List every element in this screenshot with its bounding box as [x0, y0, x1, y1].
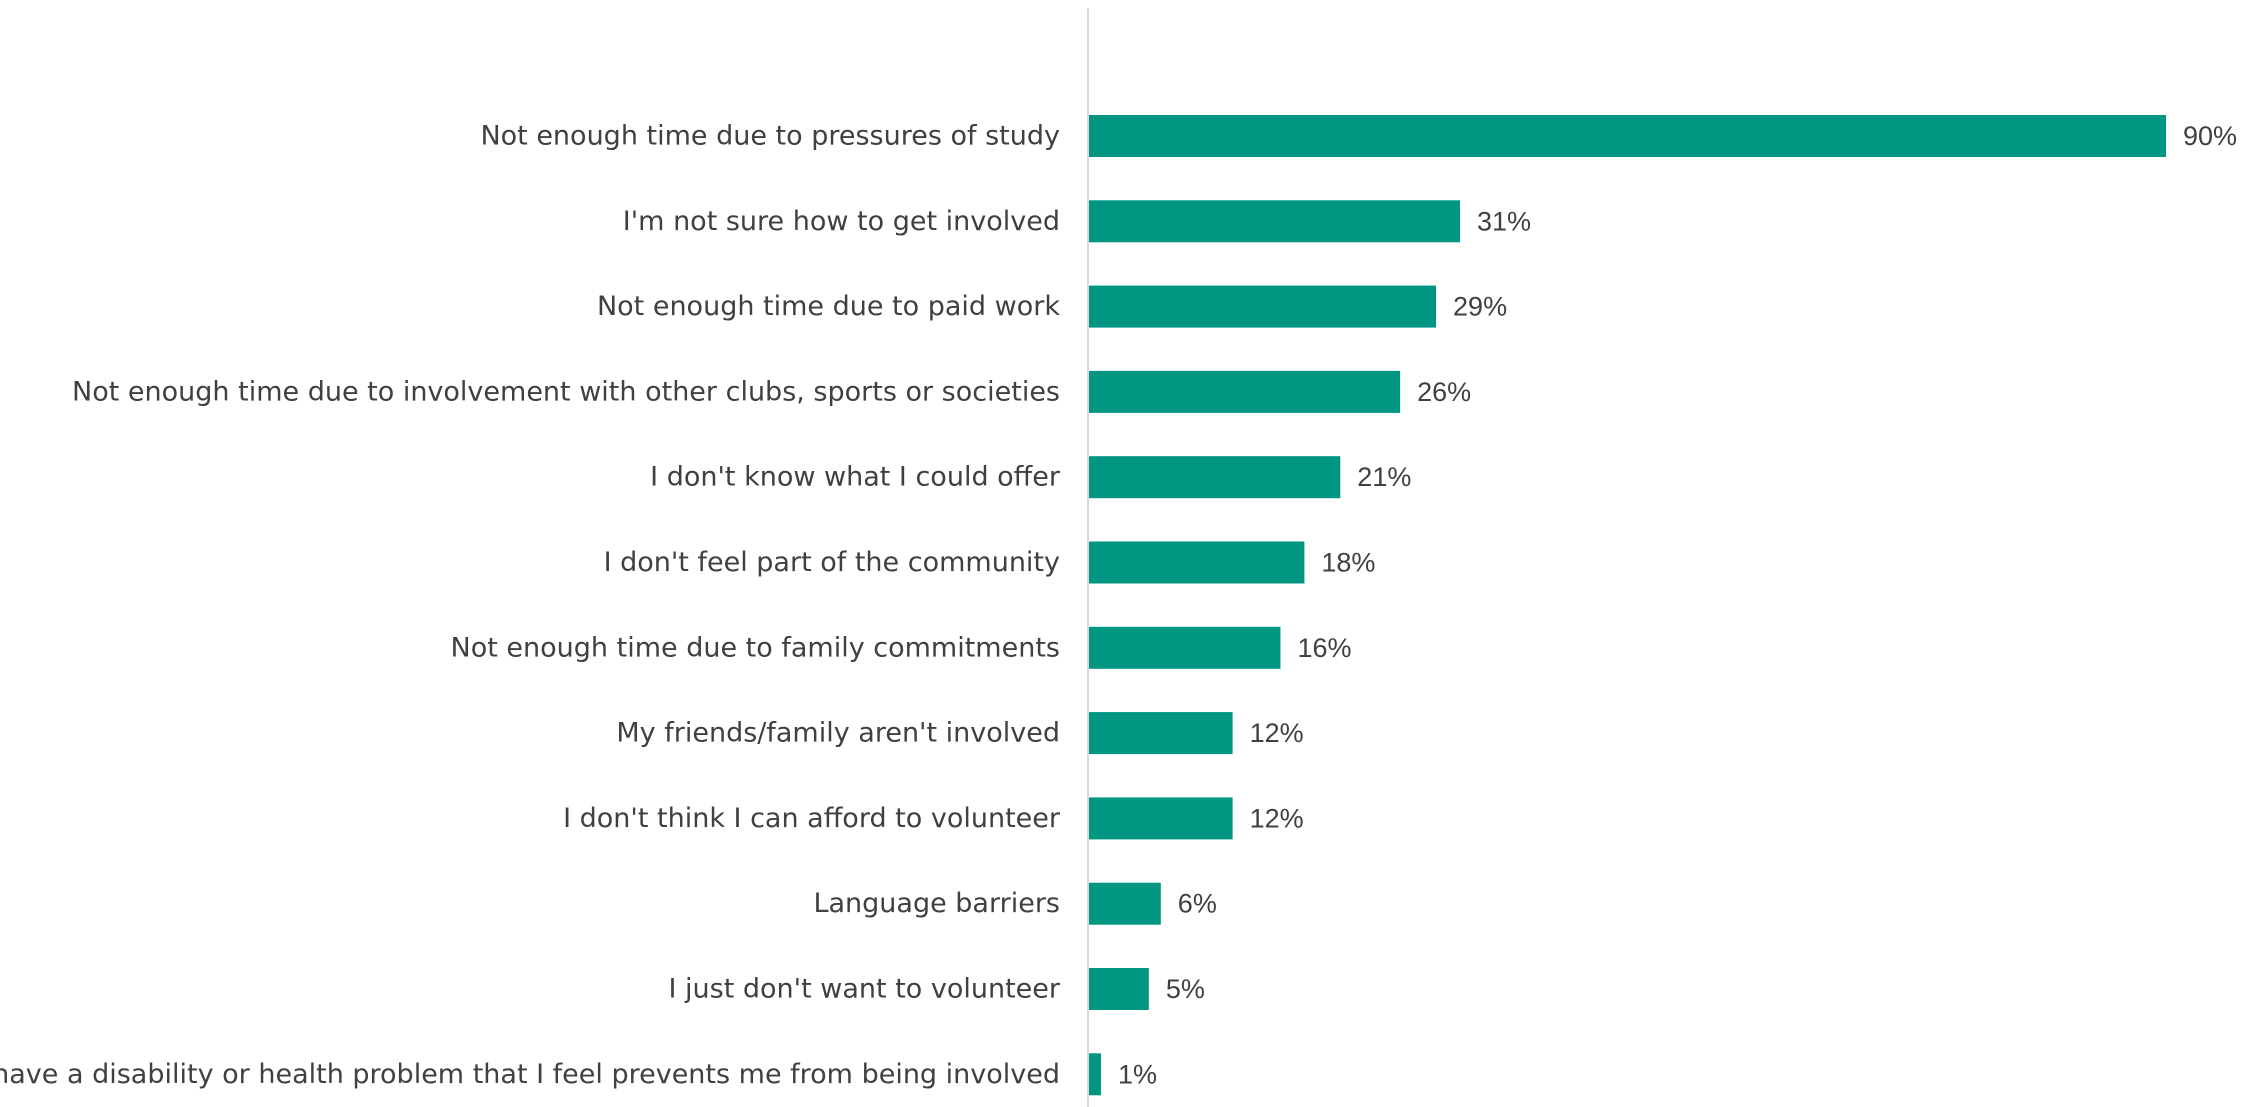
category-label: Not enough time due to paid work — [597, 291, 1060, 322]
bar — [1089, 115, 2166, 157]
bar — [1089, 882, 1161, 925]
value-label: 12% — [1250, 803, 1304, 833]
category-label: I'm not sure how to get involved — [623, 206, 1060, 237]
bar — [1089, 370, 1401, 413]
value-label: 29% — [1453, 292, 1507, 322]
bar — [1089, 712, 1233, 755]
value-label: 16% — [1297, 633, 1351, 663]
category-label: My friends/family aren't involved — [616, 718, 1060, 749]
bar-row: I just don't want to volunteer 5% — [669, 968, 1205, 1010]
category-label: I just don't want to volunteer — [669, 974, 1061, 1005]
bar-row: I don't think I can afford to volunteer 1… — [563, 797, 1304, 840]
category-label: I don't know what I could offer — [650, 462, 1061, 493]
category-label: Not enough time due to family commitment… — [451, 632, 1060, 663]
value-label: 5% — [1166, 974, 1205, 1004]
value-label: 6% — [1178, 889, 1217, 919]
bar — [1089, 1053, 1101, 1096]
value-label: 18% — [1321, 548, 1375, 578]
value-label: 12% — [1250, 718, 1304, 748]
category-label: Not enough time due to involvement with … — [72, 376, 1060, 407]
bar — [1089, 626, 1281, 669]
category-label: I don't feel part of the community — [604, 547, 1060, 578]
value-label: 31% — [1477, 206, 1531, 236]
bar — [1089, 541, 1305, 584]
category-label: I don't think I can afford to volunteer — [563, 803, 1061, 834]
bar-row: Language barriers 6% — [813, 882, 1217, 925]
bar — [1089, 456, 1341, 499]
category-label: Not enough time due to pressures of stud… — [480, 121, 1060, 152]
value-label: 26% — [1417, 377, 1471, 407]
bar-row: Not enough time due to paid work 29% — [597, 285, 1507, 328]
bar-row: I don't feel part of the community 18% — [604, 541, 1375, 584]
bar-row: My friends/family aren't involved 12% — [616, 712, 1304, 755]
value-label: 21% — [1357, 462, 1411, 492]
category-label: I have a disability or health problem th… — [0, 1059, 1060, 1090]
bar-row: Not enough time due to pressures of stud… — [480, 115, 2237, 157]
value-label: 1% — [1118, 1059, 1157, 1089]
value-label: 90% — [2183, 121, 2237, 151]
bar-row: I have a disability or health problem th… — [0, 1053, 1157, 1096]
bar — [1089, 200, 1460, 243]
bar-row: I don't know what I could offer 21% — [650, 456, 1411, 499]
bar-row: I'm not sure how to get involved 31% — [623, 200, 1531, 243]
bar — [1089, 797, 1233, 840]
bar-row: Not enough time due to involvement with … — [72, 370, 1471, 413]
bar-row: Not enough time due to family commitment… — [451, 626, 1352, 669]
chart-rows: Not enough time due to pressures of stud… — [0, 115, 2237, 1096]
bar — [1089, 285, 1437, 328]
category-label: Language barriers — [813, 888, 1060, 919]
bar — [1089, 968, 1149, 1010]
